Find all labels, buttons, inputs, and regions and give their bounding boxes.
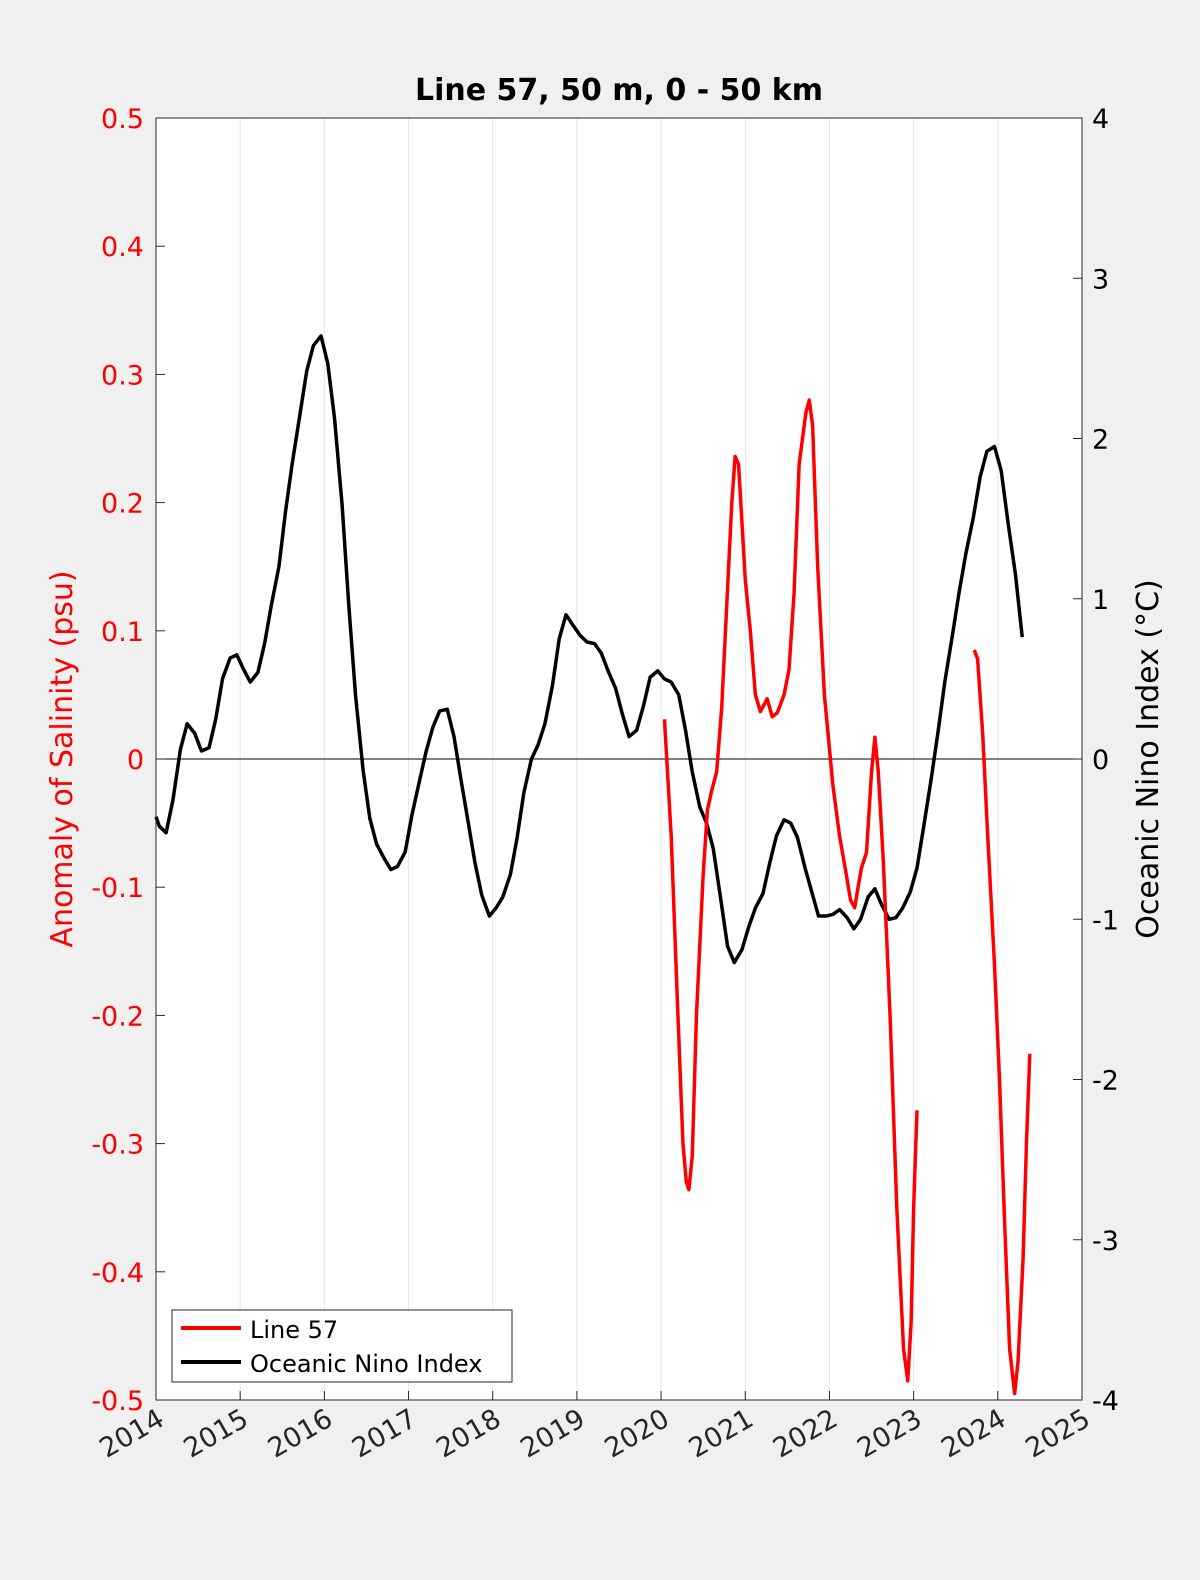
x-tick-label-2020: 2020 <box>600 1403 675 1464</box>
right-tick-label: 4 <box>1092 104 1109 135</box>
legend-box <box>171 1309 513 1383</box>
x-tick-label-2025: 2025 <box>1020 1403 1095 1464</box>
left-tick-label: -0.2 <box>91 1001 144 1032</box>
left-tick-label: 0.1 <box>101 617 144 648</box>
x-tick-label-2018: 2018 <box>431 1403 506 1464</box>
right-tick-label: 0 <box>1092 745 1109 776</box>
left-tick-label: -0.1 <box>91 873 144 904</box>
x-tick-label-2017: 2017 <box>347 1403 422 1464</box>
right-tick-label: -3 <box>1092 1226 1119 1257</box>
right-tick-label: -1 <box>1092 905 1119 936</box>
left-tick-label: -0.4 <box>91 1258 144 1289</box>
right-axis: 4 3 2 1 0 -1 -2 -3 -4 <box>1073 104 1119 1417</box>
series-line-oceanic-nino-index <box>154 334 1024 965</box>
legend-label-oni: Oceanic Nino Index <box>250 1350 482 1378</box>
x-tick-label-2019: 2019 <box>515 1403 590 1464</box>
series-layer <box>154 334 1032 1396</box>
x-tick-label-2024: 2024 <box>936 1403 1011 1464</box>
left-tick-label: -0.3 <box>91 1130 144 1161</box>
left-tick-label: 0 <box>127 745 144 776</box>
x-tick-label-2022: 2022 <box>768 1403 843 1464</box>
left-tick-label: 0.5 <box>101 104 144 135</box>
series-line-line-57-segment-1 <box>662 398 919 1383</box>
series-line-line-57-segment-2 <box>972 649 1032 1396</box>
chart-title: Line 57, 50 m, 0 - 50 km <box>415 73 823 108</box>
right-tick-label: 2 <box>1092 425 1109 456</box>
right-tick-label: 1 <box>1092 585 1109 616</box>
x-tick-label-2021: 2021 <box>684 1403 759 1464</box>
x-tick-label-2016: 2016 <box>263 1403 338 1464</box>
left-tick-label: -0.5 <box>91 1386 144 1417</box>
x-tick-label-2023: 2023 <box>852 1403 927 1464</box>
left-tick-label: 0.2 <box>101 489 144 520</box>
right-tick-label: -2 <box>1092 1066 1119 1097</box>
legend-label-line-57: Line 57 <box>250 1316 338 1344</box>
right-tick-label: 3 <box>1092 264 1109 295</box>
right-axis-label: Oceanic Nino Index (°C) <box>1131 579 1166 939</box>
right-tick-label: -4 <box>1092 1386 1119 1417</box>
left-tick-label: 0.3 <box>101 360 144 391</box>
left-axis: 0.5 0.4 0.3 0.2 0.1 0 -0.1 -0.2 -0.3 -0.4 -0.5 <box>91 104 165 1417</box>
legend: Line 57 Oceanic Nino Index <box>171 1309 513 1383</box>
left-tick-label: 0.4 <box>101 232 144 263</box>
x-axis: 2014 2015 2016 2017 2018 2019 2020 2021 2022 2023… <box>94 1391 1096 1464</box>
left-axis-label: Anomaly of Salinity (psu) <box>45 570 80 947</box>
x-tick-label-2015: 2015 <box>179 1403 254 1464</box>
